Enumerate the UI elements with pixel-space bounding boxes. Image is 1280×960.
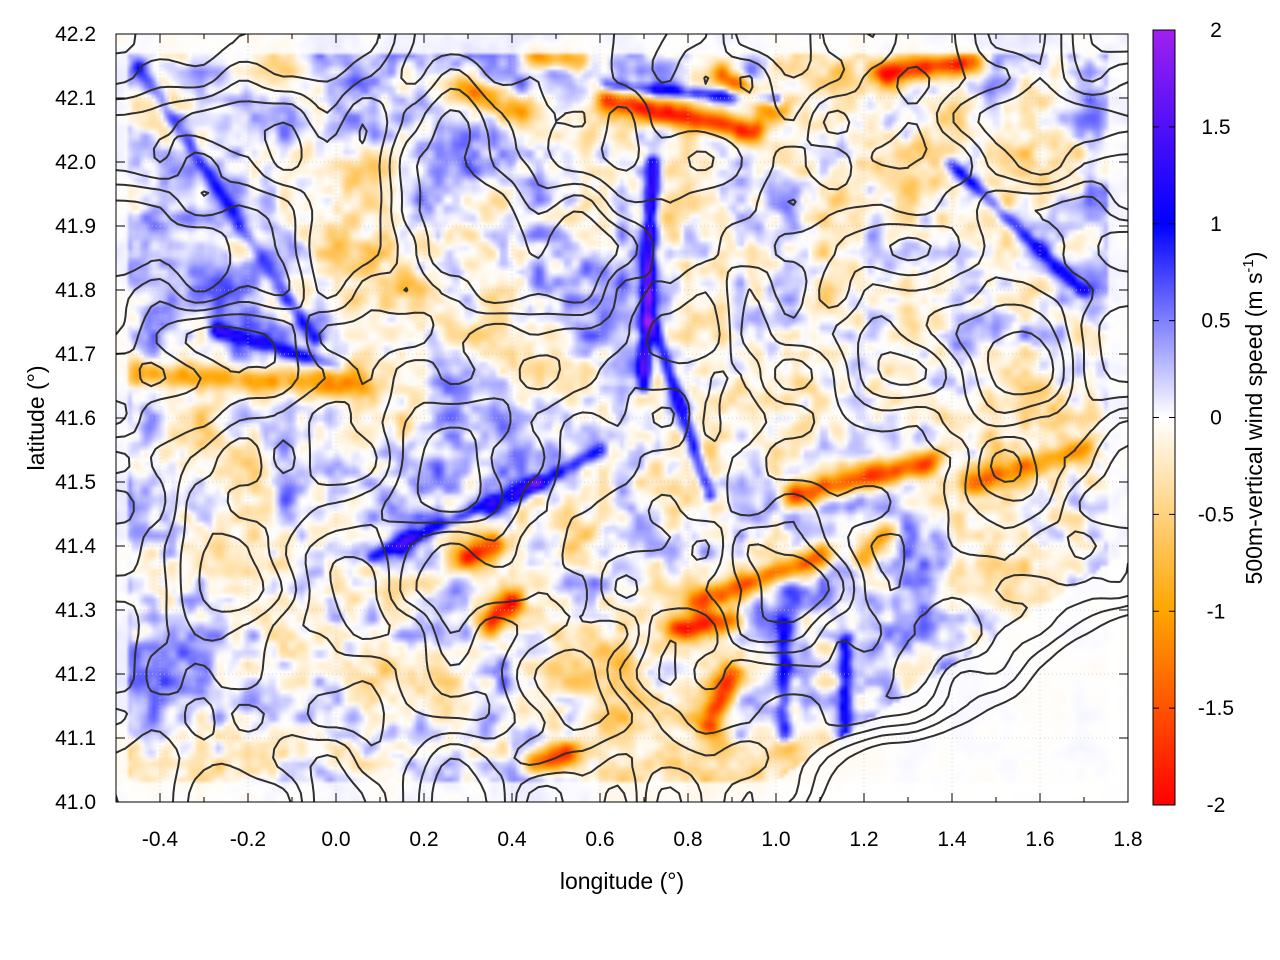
x-axis-label: longitude (°) [560, 868, 684, 894]
y-tick-label: 41.9 [55, 215, 96, 238]
y-axis-ticks: 41.0 41.1 41.2 41.3 41.4 41.5 41.6 41.7 41.8 41.9… [55, 23, 1128, 814]
colorbar-label-close: ) [1241, 252, 1267, 260]
contour-line [116, 34, 1128, 802]
x-tick-label: 0.6 [585, 828, 614, 851]
y-axis-label: latitude (°) [23, 365, 49, 470]
colorbar-tick-label: -2 [1207, 794, 1226, 817]
y-tick-label: 41.1 [55, 727, 96, 750]
colorbar-tick-label: 0.5 [1201, 310, 1230, 333]
x-tick-label: 1.8 [1113, 828, 1142, 851]
x-tick-label: 0.8 [673, 828, 702, 851]
y-tick-label: 41.2 [55, 663, 96, 686]
colorbar-ticks: 2 1.5 1 0.5 0 -0.5 -1 -1.5 -2 [1153, 19, 1234, 817]
x-tick-label: 0.4 [497, 828, 527, 851]
x-tick-label: -0.2 [230, 828, 266, 851]
y-tick-label: 42.2 [55, 23, 96, 46]
y-tick-label: 42.0 [55, 151, 96, 174]
colorbar-label: 500m-vertical wind speed (m s-1) [1240, 252, 1267, 585]
colorbar-tick-label: -0.5 [1198, 503, 1234, 526]
y-tick-label: 41.7 [55, 343, 96, 366]
contour-line [116, 34, 1128, 802]
colorbar-tick-label: 1 [1210, 213, 1222, 236]
x-tick-label: -0.4 [142, 828, 179, 851]
grid-lines [116, 34, 1128, 802]
y-tick-label: 41.4 [55, 535, 96, 558]
colorbar-tick-label: 2 [1210, 19, 1222, 42]
x-tick-label: 1.6 [1025, 828, 1054, 851]
y-tick-label: 41.0 [55, 791, 96, 814]
colorbar: 2 1.5 1 0.5 0 -0.5 -1 -1.5 -2 500m-vertical wind… [1152, 19, 1267, 817]
y-tick-label: 41.5 [55, 471, 96, 494]
y-tick-label: 41.3 [55, 599, 96, 622]
colorbar-label-sup: -1 [1240, 259, 1257, 272]
colorbar-tick-label: -1 [1207, 600, 1226, 623]
contour-line [116, 34, 1128, 802]
x-tick-label: 0.0 [321, 828, 350, 851]
colorbar-tick-label: 0 [1210, 407, 1222, 430]
x-tick-label: 1.2 [849, 828, 878, 851]
contour-line [116, 34, 1128, 802]
colorbar-tick-label: -1.5 [1198, 697, 1234, 720]
contour-lines [116, 34, 1128, 802]
colorbar-tick-label: 1.5 [1201, 116, 1230, 139]
y-tick-label: 42.1 [55, 87, 96, 110]
x-tick-label: 1.0 [761, 828, 790, 851]
x-tick-label: 0.2 [409, 828, 438, 851]
y-tick-label: 41.6 [55, 407, 96, 430]
x-axis-ticks: -0.4 -0.2 0.0 0.2 0.4 0.6 0.8 1.0 1.2 1.4 1.6 1.8 [115, 34, 1143, 851]
colorbar-label-main: 500m-vertical wind speed (m s [1241, 273, 1267, 585]
y-tick-label: 41.8 [55, 279, 96, 302]
x-tick-label: 1.4 [937, 828, 967, 851]
contour-line [116, 34, 1128, 802]
